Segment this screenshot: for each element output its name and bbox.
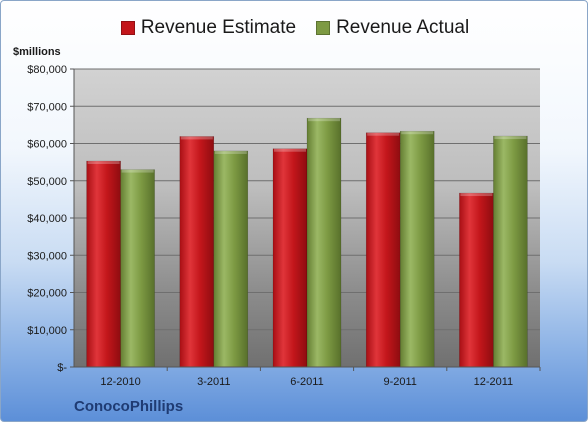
x-tick-label: 12-2011 <box>474 376 514 388</box>
bar-actual <box>120 169 155 368</box>
x-tick-label: 6-2011 <box>290 376 323 388</box>
x-tick-label: 12-2010 <box>100 376 140 388</box>
bar-actual <box>306 117 342 368</box>
x-tick-label: 9-2011 <box>383 376 416 388</box>
y-tick-label: $40,000 <box>27 213 67 225</box>
bar-actual-highlight <box>214 150 247 154</box>
bar-actual <box>213 150 249 368</box>
legend-swatch-actual <box>316 21 331 35</box>
bar-estimate-highlight <box>274 148 306 152</box>
legend-swatch-estimate <box>120 21 135 35</box>
legend-label-actual: Revenue Actual <box>336 17 470 38</box>
bar-actual-highlight <box>401 131 434 135</box>
legend-label-estimate: Revenue Estimate <box>140 17 297 38</box>
legend-item-actual: Revenue Actual <box>316 17 469 39</box>
x-tick-label: 3-2011 <box>197 376 230 388</box>
bar-estimate <box>365 132 401 368</box>
bar-estimate-highlight <box>367 132 400 136</box>
bars <box>86 117 528 368</box>
y-tick-label: $50,000 <box>27 176 67 188</box>
company-name: ConocoPhillips <box>74 398 184 415</box>
bar-actual-highlight <box>308 118 340 122</box>
bar-actual <box>493 135 528 368</box>
legend-item-estimate: Revenue Estimate <box>120 17 297 39</box>
y-tick-label: $- <box>57 362 67 374</box>
y-tick-label: $80,000 <box>27 64 67 76</box>
bar-estimate <box>459 192 494 368</box>
bar-actual-highlight <box>121 169 154 173</box>
y-tick-label: $20,000 <box>27 288 67 300</box>
bar-estimate <box>179 136 215 368</box>
y-tick-label: $60,000 <box>27 139 67 151</box>
y-tick-label: $70,000 <box>27 101 67 113</box>
bar-estimate-highlight <box>87 161 120 165</box>
bar-estimate-highlight <box>180 136 213 140</box>
y-tick-label: $10,000 <box>27 325 67 337</box>
chart-legend: Revenue Estimate Revenue Actual <box>1 17 587 39</box>
bar-actual <box>399 130 435 368</box>
y-axis-unit-label: $millions <box>13 46 61 58</box>
bar-estimate-highlight <box>460 193 493 197</box>
y-tick-label: $30,000 <box>27 250 67 262</box>
axes: $- $10,000 $20,000 $30,000 $40,000 $50,000 $60… <box>27 64 541 388</box>
bar-estimate <box>272 148 308 368</box>
bar-actual-highlight <box>494 136 527 140</box>
bar-estimate <box>86 160 121 368</box>
